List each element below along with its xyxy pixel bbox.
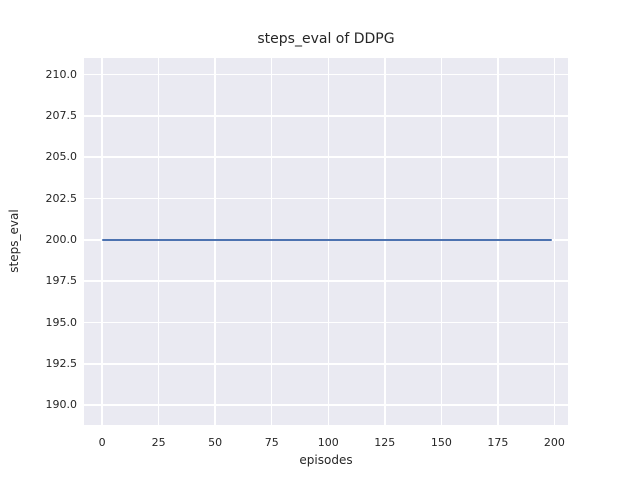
x-gridline xyxy=(270,58,273,425)
chart-title: steps_eval of DDPG xyxy=(257,31,395,47)
y-gridline xyxy=(84,321,568,324)
y-gridline xyxy=(84,280,568,282)
x-tick-label: 100 xyxy=(317,436,339,449)
y-tick-label: 195.0 xyxy=(45,315,78,329)
y-gridline xyxy=(84,115,568,117)
y-tick-label: 197.5 xyxy=(45,274,78,288)
x-tick-label: 50 xyxy=(208,436,223,449)
y-gridline xyxy=(84,156,568,158)
x-gridline xyxy=(214,58,216,425)
x-axis-label: episodes xyxy=(299,453,353,467)
y-tick-label: 200.0 xyxy=(45,232,78,246)
y-tick-label: 192.5 xyxy=(45,356,78,370)
x-gridline xyxy=(497,58,499,425)
y-tick-label: 190.0 xyxy=(45,398,78,412)
x-gridline xyxy=(384,58,386,425)
x-tick-label: 0 xyxy=(98,436,106,449)
plot-area xyxy=(84,58,568,425)
x-tick-label: 75 xyxy=(264,436,279,449)
y-gridline xyxy=(84,363,568,365)
x-tick-label: 150 xyxy=(430,436,452,449)
y-tick-label: 210.0 xyxy=(45,67,78,81)
x-tick-label: 125 xyxy=(374,436,396,449)
y-gridline xyxy=(84,73,568,76)
x-gridline xyxy=(157,58,160,425)
y-tick-label: 205.0 xyxy=(45,150,78,164)
y-gridline xyxy=(84,404,568,406)
x-gridline xyxy=(440,58,443,425)
x-tick-label: 200 xyxy=(543,436,565,449)
x-tick-label: 175 xyxy=(487,436,509,449)
line-steps_eval xyxy=(102,238,553,241)
y-tick-label: 207.5 xyxy=(45,108,78,122)
x-gridline xyxy=(553,58,556,425)
y-tick-label: 202.5 xyxy=(45,191,78,205)
x-gridline xyxy=(327,58,329,425)
x-gridline xyxy=(101,58,103,425)
y-gridline xyxy=(84,197,568,200)
x-tick-label: 25 xyxy=(151,436,166,449)
